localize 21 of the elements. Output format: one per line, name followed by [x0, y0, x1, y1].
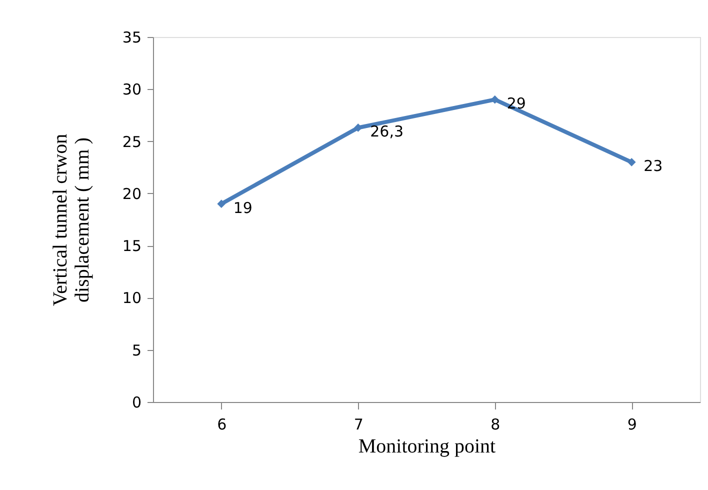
x-tick-label: 7	[354, 416, 364, 434]
point	[217, 200, 226, 208]
y-tick-label: 30	[122, 80, 142, 99]
y-tick-label: 35	[122, 28, 142, 46]
data-label: 26,3	[370, 122, 404, 141]
data-label: 19	[233, 198, 252, 217]
y-tick-label: 10	[122, 289, 142, 308]
y-tick-label: 0	[132, 394, 142, 412]
y-tick-label: 25	[122, 132, 142, 151]
x-tick-label: 6	[217, 416, 227, 434]
x-tick-label: 8	[490, 416, 500, 434]
y-axis-title: Vertical tunnel crwon displacement ( mm )	[49, 134, 94, 306]
data-label: 23	[644, 157, 663, 176]
x-tick-label: 9	[627, 416, 637, 434]
point	[490, 95, 500, 104]
y-tick-label: 15	[122, 237, 142, 256]
y-tick-label: 5	[132, 341, 142, 360]
point	[627, 158, 636, 166]
x-axis-title: Monitoring point	[358, 436, 496, 458]
data-label: 29	[506, 94, 526, 113]
y-tick-label: 20	[122, 184, 142, 203]
